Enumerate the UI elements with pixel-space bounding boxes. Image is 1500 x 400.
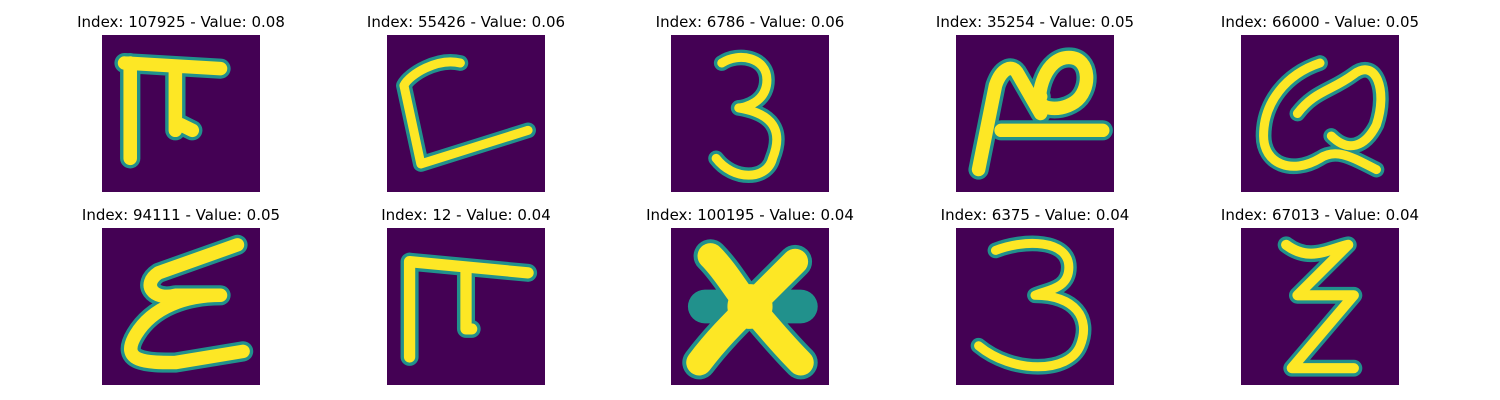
glyph-image: [102, 35, 260, 192]
panel-title: Index: 6786 - Value: 0.06: [655, 13, 845, 31]
glyph-image: [956, 35, 1114, 192]
glyph-image: [671, 228, 829, 385]
panel-title: Index: 55426 - Value: 0.06: [366, 13, 566, 31]
glyph-image: [1241, 35, 1399, 192]
panel-title: Index: 12 - Value: 0.04: [381, 206, 551, 224]
glyph-image: [387, 228, 545, 385]
panel-title: Index: 107925 - Value: 0.08: [77, 13, 285, 31]
panel-title: Index: 35254 - Value: 0.05: [935, 13, 1135, 31]
glyph-image: [1241, 228, 1399, 385]
glyph-image: [102, 228, 260, 385]
panel-title: Index: 6375 - Value: 0.04: [940, 206, 1130, 224]
panel-title: Index: 100195 - Value: 0.04: [646, 206, 854, 224]
panel-title: Index: 66000 - Value: 0.05: [1220, 13, 1420, 31]
glyph-image: [387, 35, 545, 192]
glyph-image: [671, 35, 829, 192]
glyph-image: [956, 228, 1114, 385]
panel-title: Index: 94111 - Value: 0.05: [81, 206, 281, 224]
panel-title: Index: 67013 - Value: 0.04: [1220, 206, 1420, 224]
